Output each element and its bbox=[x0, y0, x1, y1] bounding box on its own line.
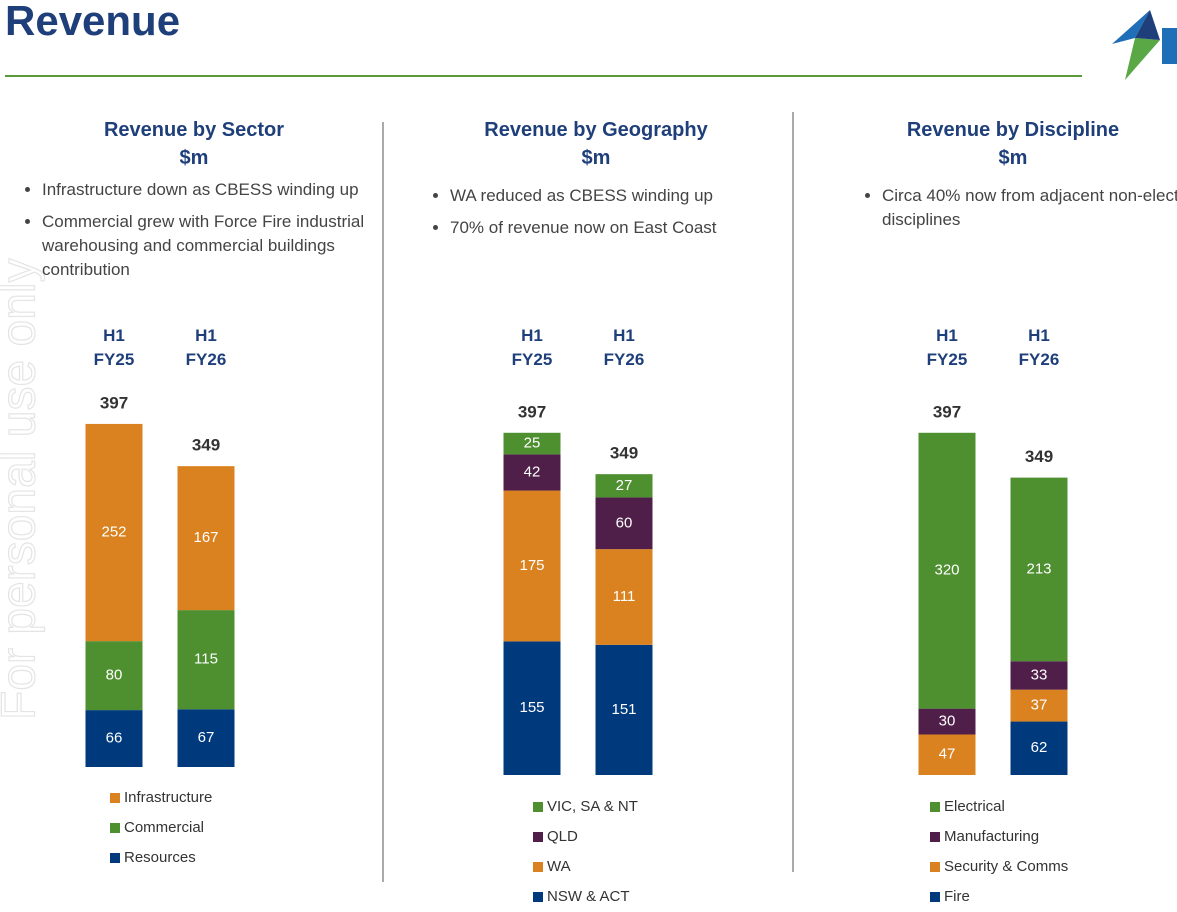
x-tick-label: H1 FY26 bbox=[185, 326, 227, 369]
legend-swatch bbox=[930, 832, 940, 842]
bullet-list: WA reduced as CBESS winding up 70% of rev… bbox=[430, 184, 780, 248]
bar-segment bbox=[85, 710, 143, 767]
bar-segment bbox=[918, 708, 976, 735]
total-label: 397 bbox=[933, 402, 961, 421]
bullet-list: Circa 40% now from adjacent non-electric… bbox=[862, 184, 1177, 240]
legend-swatch bbox=[533, 802, 543, 812]
page-title: Revenue bbox=[5, 0, 180, 44]
bar-segment bbox=[1010, 721, 1068, 775]
data-label: 66 bbox=[106, 730, 123, 747]
bar-segment bbox=[1010, 661, 1068, 690]
data-label: 62 bbox=[1031, 739, 1048, 756]
bar-segment bbox=[85, 423, 143, 642]
data-label: 155 bbox=[519, 699, 544, 716]
watermark: For personal use only bbox=[0, 258, 46, 720]
data-label: 30 bbox=[939, 713, 956, 730]
data-label: 60 bbox=[616, 514, 633, 531]
x-tick-label: H1 FY26 bbox=[1018, 326, 1060, 369]
bar-segment bbox=[918, 734, 976, 775]
bar-segment bbox=[503, 432, 561, 455]
total-label: 397 bbox=[100, 393, 128, 412]
data-label: 33 bbox=[1031, 666, 1048, 683]
chart-subtitle: $m bbox=[581, 147, 611, 169]
legend-label: NSW & ACT bbox=[547, 888, 630, 905]
total-label: 349 bbox=[1025, 447, 1053, 466]
legend-label: VIC, SA & NT bbox=[547, 798, 638, 815]
bar-segment bbox=[503, 490, 561, 642]
bar-segment bbox=[595, 497, 653, 550]
legend-swatch bbox=[930, 802, 940, 812]
data-label: 37 bbox=[1031, 697, 1048, 714]
x-tick-label: H1 FY25 bbox=[926, 326, 968, 369]
chart-subtitle: $m bbox=[998, 147, 1028, 169]
total-label: 397 bbox=[518, 402, 546, 421]
legend-swatch bbox=[930, 892, 940, 902]
data-label: 80 bbox=[106, 667, 123, 684]
bar-segment bbox=[595, 549, 653, 645]
x-tick-label: H1 FY25 bbox=[511, 326, 553, 369]
total-label: 349 bbox=[192, 436, 220, 455]
data-label: 42 bbox=[524, 463, 541, 480]
bar-segment bbox=[595, 474, 653, 498]
x-tick-label: H1 FY26 bbox=[603, 326, 645, 369]
bar-segment bbox=[177, 466, 235, 611]
legend-swatch bbox=[533, 832, 543, 842]
data-label: 111 bbox=[613, 588, 636, 605]
legend-label: Electrical bbox=[944, 798, 1005, 815]
x-tick-label: H1 FY25 bbox=[93, 326, 135, 369]
legend-label: WA bbox=[547, 858, 571, 875]
logo bbox=[1112, 10, 1177, 80]
legend-label: Commercial bbox=[124, 819, 204, 836]
legend-label: Resources bbox=[124, 849, 196, 866]
bar-segment bbox=[177, 610, 235, 710]
data-label: 151 bbox=[611, 701, 636, 718]
data-label: 175 bbox=[519, 557, 544, 574]
bar-segment bbox=[503, 641, 561, 775]
data-label: 167 bbox=[193, 529, 218, 546]
chart-title: Revenue by Geography bbox=[484, 119, 708, 141]
bullet-list: Infrastructure down as CBESS winding up C… bbox=[22, 178, 372, 290]
data-label: 25 bbox=[524, 435, 541, 452]
data-label: 67 bbox=[198, 729, 215, 746]
legend-label: QLD bbox=[547, 828, 578, 845]
bullet: 70% of revenue now on East Coast bbox=[450, 216, 780, 240]
data-label: 115 bbox=[194, 651, 218, 668]
bar-segment bbox=[503, 454, 561, 491]
total-label: 349 bbox=[610, 444, 638, 463]
legend-swatch bbox=[930, 862, 940, 872]
bullet: WA reduced as CBESS winding up bbox=[450, 184, 780, 208]
data-label: 27 bbox=[616, 477, 633, 494]
chart-title: Revenue by Discipline bbox=[906, 119, 1120, 141]
legend-swatch bbox=[110, 853, 120, 863]
legend-label: Manufacturing bbox=[944, 828, 1039, 845]
data-label: 320 bbox=[934, 562, 959, 579]
bar-segment bbox=[177, 709, 235, 767]
bullet: Infrastructure down as CBESS winding up bbox=[42, 178, 372, 202]
legend-swatch bbox=[110, 823, 120, 833]
data-label: 47 bbox=[939, 746, 956, 763]
bar-segment bbox=[85, 641, 143, 711]
data-label: 252 bbox=[101, 524, 126, 541]
bullet: Circa 40% now from adjacent non-electric… bbox=[882, 184, 1177, 232]
legend-swatch bbox=[110, 793, 120, 803]
legend-swatch bbox=[533, 862, 543, 872]
legend-label: Security & Comms bbox=[944, 858, 1068, 875]
bar-segment bbox=[595, 644, 653, 775]
chart-title: Revenue by Sector bbox=[103, 119, 285, 141]
legend-swatch bbox=[533, 892, 543, 902]
legend-label: Infrastructure bbox=[124, 789, 212, 806]
legend-label: Fire bbox=[944, 888, 970, 905]
bar-segment bbox=[1010, 689, 1068, 722]
data-label: 213 bbox=[1026, 560, 1051, 577]
bar-segment bbox=[1010, 477, 1068, 662]
bar-segment bbox=[918, 432, 976, 709]
chart-subtitle: $m bbox=[179, 147, 209, 169]
bullet: Commercial grew with Force Fire industri… bbox=[42, 210, 372, 282]
